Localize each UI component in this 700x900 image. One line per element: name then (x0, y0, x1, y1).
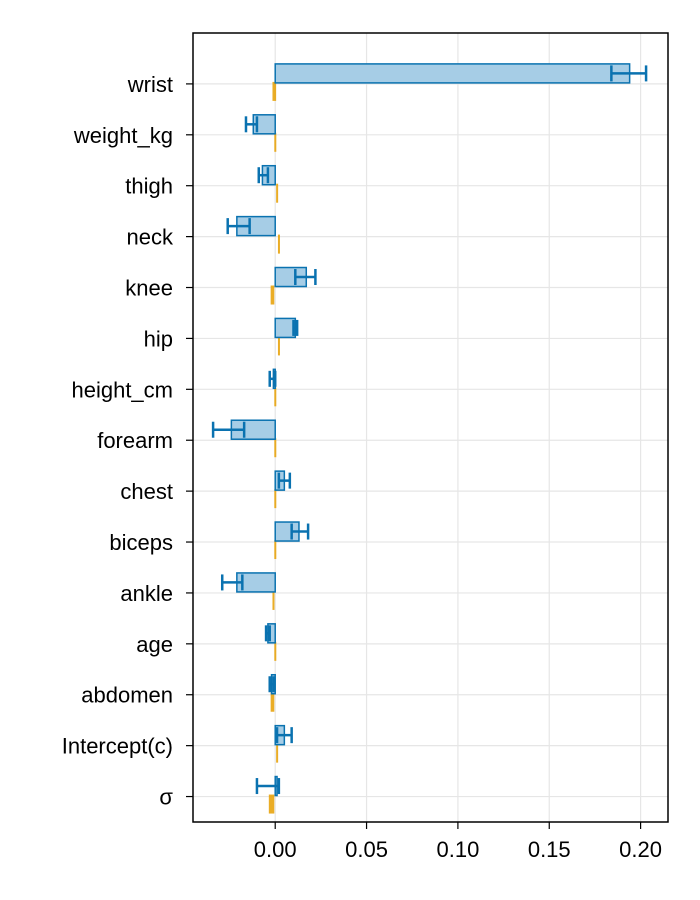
x-axis: 0.00 0.05 0.10 0.15 0.20 (254, 822, 662, 862)
secondary-bar (274, 387, 277, 407)
grid-lines (193, 33, 668, 822)
y-tick-label: wrist (127, 72, 173, 97)
y-tick-label: knee (125, 276, 173, 301)
secondary-bar (270, 692, 275, 712)
secondary-bar (268, 794, 275, 814)
y-tick-label: Intercept(c) (62, 734, 173, 759)
x-tick-label: 0.00 (254, 837, 297, 862)
y-tick-label: neck (127, 225, 174, 250)
secondary-bar (274, 489, 277, 509)
secondary-bar (277, 234, 280, 254)
secondary-bar (270, 285, 275, 305)
secondary-bar (272, 590, 275, 610)
secondary-bar (276, 183, 279, 203)
y-tick-label: thigh (125, 174, 173, 199)
secondary-bar (272, 81, 277, 101)
secondary-bar (274, 641, 277, 661)
y-tick-label: height_cm (71, 377, 173, 402)
secondary-bar (274, 540, 277, 560)
x-tick-label: 0.20 (619, 837, 662, 862)
primary-series (211, 63, 648, 797)
bar (274, 63, 631, 84)
y-tick-label: chest (120, 479, 173, 504)
y-tick-label: σ (159, 785, 173, 810)
secondary-bar (274, 132, 277, 152)
x-tick-label: 0.10 (436, 837, 479, 862)
secondary-bar (276, 743, 279, 763)
x-tick-label: 0.15 (528, 837, 571, 862)
secondary-bar (277, 336, 280, 356)
y-tick-label: weight_kg (73, 123, 173, 148)
plot-frame (192, 32, 669, 823)
y-tick-label: hip (144, 326, 173, 351)
y-tick-label: ankle (120, 581, 173, 606)
x-tick-label: 0.05 (345, 837, 388, 862)
y-tick-label: forearm (97, 428, 173, 453)
y-tick-label: biceps (109, 530, 173, 555)
secondary-bar (274, 438, 277, 458)
y-tick-label: age (136, 632, 173, 657)
secondary-series (268, 81, 280, 814)
y-tick-label: abdomen (81, 683, 173, 708)
